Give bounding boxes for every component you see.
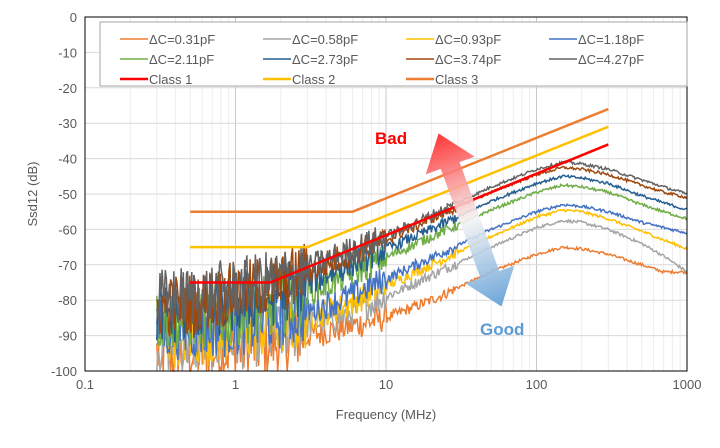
limit-line-class-1 (190, 143, 609, 284)
series-group (156, 160, 688, 373)
y-tick-label: -20 (58, 81, 77, 96)
legend: ΔC=0.31pF ΔC=0.58pF ΔC=0.93pF ΔC=1.18pF ΔC=2… (99, 21, 688, 87)
bad-good-arrow (425, 133, 515, 307)
legend-label: Class 3 (435, 72, 478, 87)
y-axis: 0 -10 -20 -30 -40 -50 -60 -70 -80 -90 -100 (51, 10, 77, 379)
y-tick-label: -30 (58, 116, 77, 131)
series-line--C-4-27pF (156, 160, 688, 325)
y-tick-label: 0 (70, 10, 77, 25)
x-tick-label: 0.1 (76, 377, 94, 392)
y-tick-label: -90 (58, 329, 77, 344)
legend-label: ΔC=0.58pF (292, 32, 358, 47)
x-tick-label: 100 (526, 377, 548, 392)
limit-line-class-3 (190, 107, 609, 213)
limit-line-class-2 (190, 125, 609, 249)
y-axis-title: Ssd12 (dB) (25, 161, 40, 226)
x-axis-title: Frequency (MHz) (336, 407, 436, 422)
y-tick-label: -100 (51, 364, 77, 379)
legend-label: ΔC=0.93pF (435, 32, 501, 47)
limit-lines-group (190, 107, 609, 284)
legend-label: Class 2 (292, 72, 335, 87)
good-label: Good (480, 320, 524, 339)
series-line--C-2-73pF (156, 174, 688, 343)
y-tick-label: -50 (58, 187, 77, 202)
legend-label: ΔC=3.74pF (435, 52, 501, 67)
series-line--C-0-93pF (156, 208, 688, 368)
x-axis: 0.1 1 10 100 1000 (76, 377, 702, 392)
y-tick-label: -10 (58, 45, 77, 60)
x-tick-label: 1000 (673, 377, 702, 392)
legend-label: ΔC=4.27pF (578, 52, 644, 67)
y-tick-label: -70 (58, 258, 77, 273)
plot-border (84, 16, 688, 372)
y-tick-label: -80 (58, 293, 77, 308)
y-tick-label: -60 (58, 222, 77, 237)
legend-label: ΔC=0.31pF (149, 32, 215, 47)
legend-label: ΔC=2.73pF (292, 52, 358, 67)
x-tick-label: 10 (379, 377, 393, 392)
legend-label: ΔC=1.18pF (578, 32, 644, 47)
legend-label: Class 1 (149, 72, 192, 87)
x-tick-label: 1 (232, 377, 239, 392)
bad-label: Bad (375, 129, 407, 148)
legend-label: ΔC=2.11pF (149, 52, 214, 67)
y-tick-label: -40 (58, 152, 77, 167)
